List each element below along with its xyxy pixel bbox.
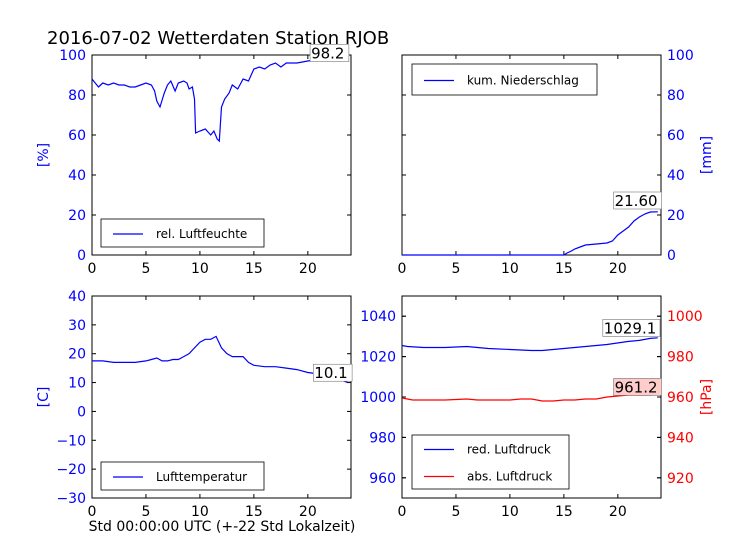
value-annotation: 21.60 [615,192,658,210]
legend-label: Lufttemperatur [156,470,247,484]
x-tick-label: 20 [299,261,317,277]
value-annotation-box [613,191,662,210]
y-tick-label: 1000 [360,390,396,406]
y-tick-label: −30 [56,491,86,507]
y-tick-label: 940 [667,430,694,446]
x-tick-label: 10 [191,504,209,520]
legend-label: kum. Niederschlag [467,74,579,88]
x-tick-label: 10 [501,504,519,520]
panel-bottom-left: 0 5 10 15 20 −30 −20 −10 0 10 20 30 40 [C] Lufttempera… [36,289,353,520]
value-annotation: 1029.1 [604,319,657,337]
y-tick-label: 40 [68,168,86,184]
panel-bottom-right: 0 5 10 15 20 960 980 1000 1020 1040 920 940 960 980 10… [360,295,715,520]
figure-title: 2016-07-02 Wetterdaten Station RJOB [47,28,389,49]
y-tick-label: 20 [667,208,685,224]
x-tick-label: 20 [299,504,317,520]
y-axis-label: [%] [36,143,52,167]
legend-box [100,461,265,491]
y-tick-label: 60 [68,128,86,144]
series-line [92,335,349,384]
y-tick-label: 980 [369,430,396,446]
y-tick-label: 80 [667,88,685,104]
y-tick-label: 0 [667,248,676,264]
x-tick-label: 20 [609,261,627,277]
y-axis-label: [mm] [699,136,715,174]
x-tick-label: 15 [245,261,263,277]
panel-top-left: 0 5 10 15 20 0 20 40 60 80 100 [%] rel. Luftfeuchte 9… [36,44,352,277]
y-tick-label: 0 [77,404,86,420]
x-tick-label: 15 [555,504,573,520]
x-tick-label: 5 [451,504,460,520]
y-tick-label: 40 [68,289,86,305]
y-tick-label: 960 [369,471,396,487]
value-annotation: 10.1 [314,364,347,382]
legend-box [100,218,265,248]
y-axis-label: [hPa] [699,379,715,415]
y-tick-label: 920 [667,471,694,487]
figure-xlabel: Std 00:00:00 UTC (+-22 Std Lokalzeit) [89,519,356,535]
y-tick-label: 20 [68,208,86,224]
value-annotation-box [613,378,662,396]
x-tick-label: 0 [88,261,97,277]
y-tick-label: 1040 [360,309,396,325]
y-tick-label: 100 [667,48,694,64]
plot-frame [91,295,352,499]
series-line [401,394,658,402]
x-tick-label: 15 [555,261,573,277]
value-annotation: 961.2 [615,378,658,396]
y-tick-label: 100 [59,48,86,64]
series-line [91,58,348,143]
value-annotation-box [313,363,353,382]
legend-box [411,434,570,490]
series-line [402,211,658,256]
value-annotation: 98.2 [311,45,344,63]
y-tick-label: −20 [56,462,86,478]
x-tick-label: 5 [451,261,460,277]
x-tick-label: 0 [398,504,407,520]
legend-label: rel. Luftfeuchte [156,227,247,241]
value-annotation-box [602,319,661,337]
plot-frame [91,54,352,256]
y-tick-label: 60 [667,128,685,144]
x-tick-label: 5 [141,261,150,277]
y-tick-label: 980 [667,350,694,366]
y-tick-label: −10 [56,433,86,449]
y-tick-label: 960 [667,390,694,406]
legend-label: red. Luftdruck [467,443,551,457]
x-tick-label: 10 [501,261,519,277]
series-line [401,337,658,352]
y-tick-label: 80 [68,88,86,104]
x-tick-label: 0 [398,261,407,277]
x-tick-label: 10 [191,261,209,277]
legend-label: abs. Luftdruck [467,470,552,484]
y-tick-label: 1020 [360,350,396,366]
y-tick-label: 0 [77,248,86,264]
value-annotation-box [309,44,350,62]
y-tick-label: 20 [68,347,86,363]
legend-box [411,63,598,96]
x-tick-label: 0 [88,504,97,520]
y-tick-label: 10 [68,376,86,392]
x-tick-label: 20 [609,504,627,520]
y-tick-label: 30 [68,318,86,334]
y-tick-label: 40 [667,168,685,184]
y-axis-label: [C] [36,387,52,408]
y-tick-label: 1000 [667,309,703,325]
x-tick-label: 15 [245,504,263,520]
panel-top-right: 0 5 10 15 20 0 20 40 60 80 100 [mm] kum. Niederschla… [398,48,715,277]
x-tick-label: 5 [141,504,150,520]
